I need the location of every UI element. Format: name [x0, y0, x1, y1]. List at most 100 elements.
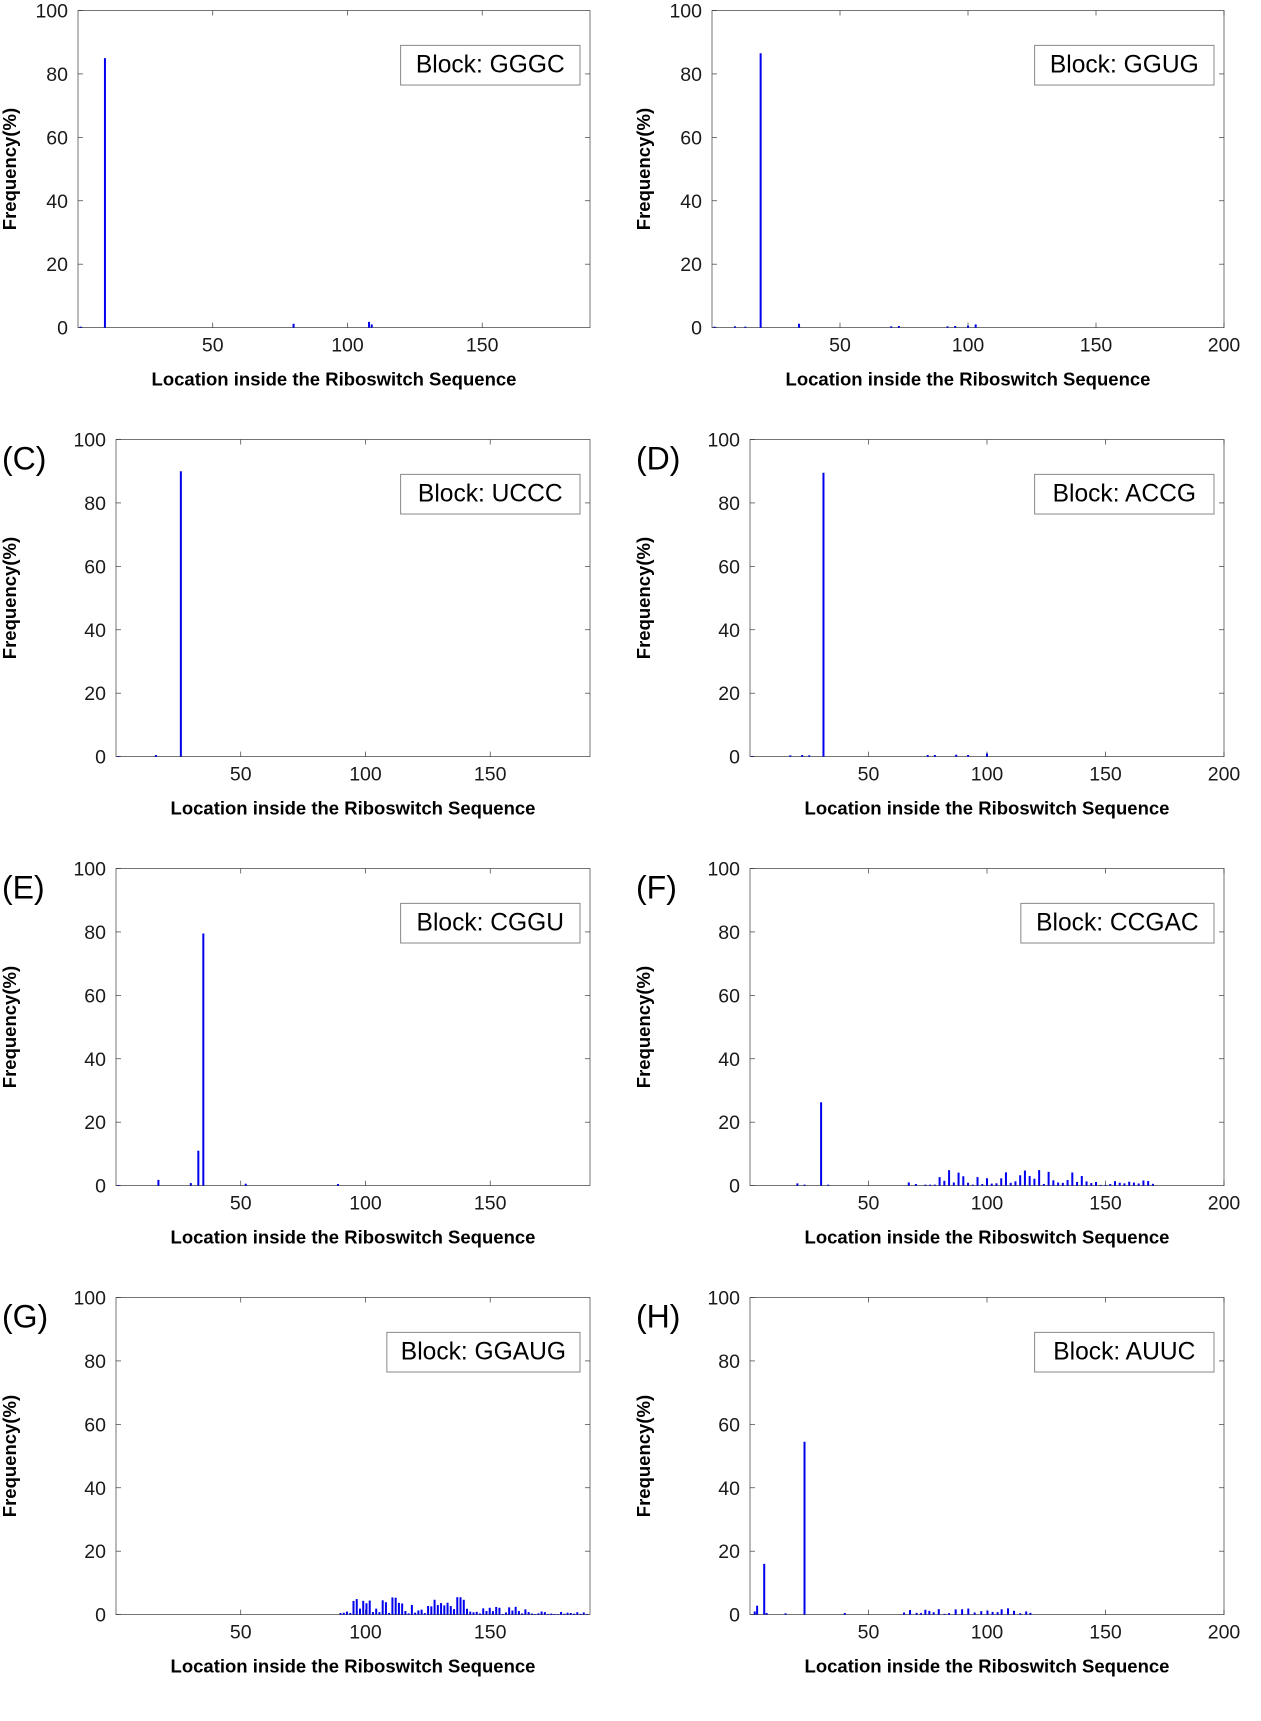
svg-text:150: 150	[466, 335, 499, 357]
svg-text:100: 100	[707, 430, 740, 452]
svg-text:Location inside the Riboswitch: Location inside the Riboswitch Sequence	[805, 1656, 1170, 1677]
svg-text:100: 100	[669, 1, 702, 23]
svg-text:150: 150	[474, 1193, 507, 1215]
svg-text:100: 100	[349, 764, 382, 786]
svg-text:Frequency(%): Frequency(%)	[633, 537, 654, 659]
svg-text:50: 50	[230, 764, 252, 786]
svg-text:0: 0	[729, 1605, 740, 1627]
svg-text:100: 100	[707, 859, 740, 881]
svg-text:Frequency(%): Frequency(%)	[0, 537, 20, 659]
svg-text:0: 0	[729, 1176, 740, 1198]
svg-text:80: 80	[84, 922, 106, 944]
svg-text:50: 50	[230, 1622, 252, 1644]
svg-text:40: 40	[84, 1478, 106, 1500]
svg-text:150: 150	[474, 1622, 507, 1644]
svg-text:60: 60	[680, 127, 702, 149]
svg-text:60: 60	[718, 985, 740, 1007]
svg-text:Block: GGAUG: Block: GGAUG	[401, 1338, 566, 1365]
svg-text:Block: GGGC: Block: GGGC	[416, 51, 565, 78]
svg-text:Frequency(%): Frequency(%)	[0, 966, 20, 1088]
svg-text:50: 50	[230, 1193, 252, 1215]
svg-text:Frequency(%): Frequency(%)	[633, 1395, 654, 1517]
svg-text:20: 20	[718, 683, 740, 705]
svg-text:Location inside the Riboswitch: Location inside the Riboswitch Sequence	[171, 798, 536, 819]
svg-text:0: 0	[729, 747, 740, 769]
svg-text:Frequency(%): Frequency(%)	[633, 108, 654, 230]
svg-text:(C): (C)	[2, 441, 46, 477]
svg-text:40: 40	[680, 191, 702, 213]
svg-text:Location inside the Riboswitch: Location inside the Riboswitch Sequence	[805, 798, 1170, 819]
svg-text:150: 150	[1089, 764, 1122, 786]
svg-text:20: 20	[718, 1112, 740, 1134]
svg-text:100: 100	[331, 335, 364, 357]
svg-text:150: 150	[1089, 1193, 1122, 1215]
svg-text:0: 0	[95, 747, 106, 769]
svg-text:80: 80	[46, 64, 68, 86]
svg-text:60: 60	[84, 1414, 106, 1436]
svg-text:200: 200	[1208, 1622, 1241, 1644]
svg-text:Block: CCGAC: Block: CCGAC	[1036, 909, 1199, 936]
svg-text:150: 150	[1080, 335, 1113, 357]
svg-text:80: 80	[718, 922, 740, 944]
svg-text:100: 100	[73, 430, 106, 452]
svg-text:100: 100	[73, 859, 106, 881]
svg-text:100: 100	[971, 1193, 1004, 1215]
svg-text:Location inside the Riboswitch: Location inside the Riboswitch Sequence	[171, 1227, 536, 1248]
svg-text:20: 20	[84, 1541, 106, 1563]
svg-text:40: 40	[718, 620, 740, 642]
svg-text:60: 60	[718, 556, 740, 578]
svg-text:Block: CGGU: Block: CGGU	[417, 909, 565, 936]
svg-text:40: 40	[84, 1049, 106, 1071]
svg-text:Block: AUUC: Block: AUUC	[1053, 1338, 1195, 1365]
svg-text:50: 50	[202, 335, 224, 357]
svg-text:Location inside the Riboswitch: Location inside the Riboswitch Sequence	[786, 369, 1151, 390]
svg-text:100: 100	[971, 764, 1004, 786]
svg-text:50: 50	[858, 1622, 880, 1644]
svg-text:Location inside the Riboswitch: Location inside the Riboswitch Sequence	[171, 1656, 536, 1677]
svg-text:20: 20	[680, 254, 702, 276]
svg-text:50: 50	[858, 1193, 880, 1215]
svg-text:Location inside the Riboswitch: Location inside the Riboswitch Sequence	[805, 1227, 1170, 1248]
svg-text:60: 60	[718, 1414, 740, 1436]
svg-text:0: 0	[57, 318, 68, 340]
svg-text:100: 100	[707, 1288, 740, 1310]
svg-text:100: 100	[349, 1193, 382, 1215]
svg-text:60: 60	[46, 127, 68, 149]
svg-text:40: 40	[718, 1478, 740, 1500]
svg-text:150: 150	[474, 764, 507, 786]
svg-text:40: 40	[46, 191, 68, 213]
svg-text:0: 0	[95, 1176, 106, 1198]
svg-text:20: 20	[718, 1541, 740, 1563]
svg-text:200: 200	[1208, 335, 1241, 357]
svg-text:(H): (H)	[636, 1299, 680, 1335]
svg-text:200: 200	[1208, 1193, 1241, 1215]
svg-text:80: 80	[84, 493, 106, 515]
svg-text:(G): (G)	[2, 1299, 48, 1335]
svg-text:80: 80	[718, 493, 740, 515]
svg-text:0: 0	[95, 1605, 106, 1627]
svg-text:50: 50	[829, 335, 851, 357]
svg-text:80: 80	[84, 1351, 106, 1373]
svg-text:Block: GGUG: Block: GGUG	[1050, 51, 1199, 78]
svg-text:100: 100	[952, 335, 985, 357]
svg-text:60: 60	[84, 556, 106, 578]
svg-text:Frequency(%): Frequency(%)	[0, 108, 20, 230]
svg-text:Block: UCCC: Block: UCCC	[418, 480, 563, 507]
svg-text:Frequency(%): Frequency(%)	[0, 1395, 20, 1517]
svg-text:20: 20	[84, 1112, 106, 1134]
svg-text:60: 60	[84, 985, 106, 1007]
svg-text:(E): (E)	[2, 870, 45, 906]
svg-text:100: 100	[35, 1, 68, 23]
svg-text:40: 40	[718, 1049, 740, 1071]
svg-text:(F): (F)	[636, 870, 677, 906]
svg-text:Location inside the Riboswitch: Location inside the Riboswitch Sequence	[152, 369, 517, 390]
svg-text:20: 20	[46, 254, 68, 276]
svg-text:80: 80	[680, 64, 702, 86]
svg-text:100: 100	[73, 1288, 106, 1310]
svg-text:80: 80	[718, 1351, 740, 1373]
svg-text:100: 100	[349, 1622, 382, 1644]
svg-text:40: 40	[84, 620, 106, 642]
svg-text:200: 200	[1208, 764, 1241, 786]
svg-text:(D): (D)	[636, 441, 680, 477]
svg-text:Block: ACCG: Block: ACCG	[1053, 480, 1196, 507]
